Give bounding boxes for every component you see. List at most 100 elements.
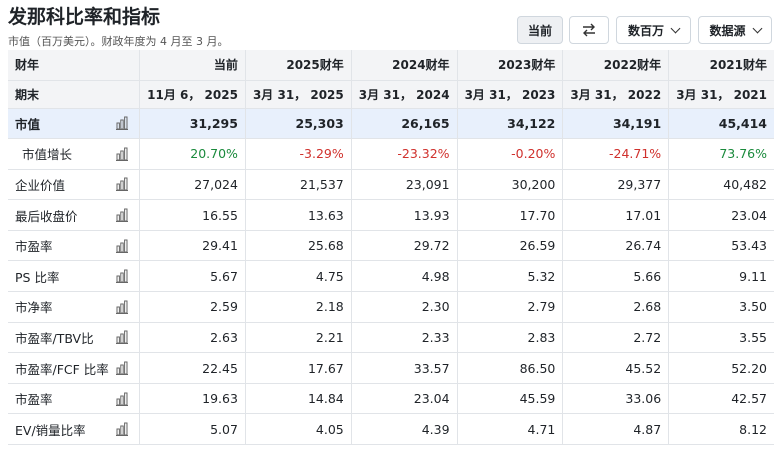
units-dropdown[interactable]: 数百万 <box>616 16 691 44</box>
row-label-cell: 企业价值 <box>8 169 140 201</box>
row-label: 最后收盘价 <box>15 208 78 224</box>
column-header-fy: 2024财年 <box>350 50 458 81</box>
table-cell: 25.68 <box>244 230 352 262</box>
current-button-label: 当前 <box>527 23 552 38</box>
table-cell: 45.52 <box>562 352 669 384</box>
table-row: 市盈率/FCF 比率 22.45 17.67 33.57 86.50 45.52 52.20 <box>8 352 774 384</box>
bar-chart-icon[interactable] <box>115 116 129 131</box>
row-label-cell: 市盈率 <box>8 383 140 415</box>
table-cell: -23.32% <box>350 138 458 170</box>
bar-chart-icon[interactable] <box>115 177 129 192</box>
row-label-cell: 市值 <box>8 108 140 140</box>
column-header-date: 3月 31， 2022 <box>562 80 669 109</box>
bar-chart-icon[interactable] <box>115 147 129 161</box>
current-button[interactable]: 当前 <box>517 16 563 44</box>
table-cell: 2.21 <box>244 322 352 354</box>
table-cell: 3.50 <box>668 291 774 323</box>
column-header-date: 3月 31， 2023 <box>456 80 563 109</box>
table-cell: 33.06 <box>562 383 669 415</box>
chevron-down-icon <box>670 23 681 33</box>
table-cell: 40,482 <box>668 169 774 201</box>
table-cell: 26,165 <box>350 108 458 140</box>
bar-chart-icon[interactable] <box>115 300 129 314</box>
table-cell: 5.32 <box>456 260 563 293</box>
table-cell: 27,024 <box>139 169 246 201</box>
table-cell: 14.84 <box>244 383 352 415</box>
table-cell: 13.63 <box>244 199 352 231</box>
table-row: EV/销量比率 5.07 4.05 4.39 4.71 4.87 8.12 <box>8 413 774 446</box>
table-cell: 4.39 <box>350 413 458 446</box>
table-cell: 31,295 <box>139 108 246 140</box>
bar-chart-icon[interactable] <box>115 422 129 437</box>
swap-button[interactable] <box>569 16 609 44</box>
row-label: 市盈率 <box>15 239 53 255</box>
row-label-cell: 最后收盘价 <box>8 199 140 231</box>
bar-chart-icon[interactable] <box>115 208 129 223</box>
page-title: 发那科比率和指标 <box>8 6 161 28</box>
table-cell: 21,537 <box>244 169 352 201</box>
source-dropdown[interactable]: 数据源 <box>698 16 772 44</box>
table-cell: 45,414 <box>668 108 774 140</box>
bar-chart-icon[interactable] <box>115 239 129 253</box>
bar-chart-icon[interactable] <box>115 269 129 284</box>
table-cell: 2.59 <box>139 291 246 323</box>
row-label-cell: EV/销量比率 <box>8 413 140 446</box>
bar-chart-icon[interactable] <box>115 361 129 376</box>
table-cell: 26.74 <box>562 230 669 262</box>
column-header-fy: 2025财年 <box>244 50 352 81</box>
row-label-cell: 市值增长 <box>8 138 140 170</box>
table-cell: 26.59 <box>456 230 563 262</box>
table-cell: 4.98 <box>350 260 458 293</box>
table-cell: 17.70 <box>456 199 563 231</box>
table-cell: 42.57 <box>668 383 774 415</box>
table-cell: 34,191 <box>562 108 669 140</box>
row-label: PS 比率 <box>15 269 60 285</box>
row-label-cell: 市净率 <box>8 291 140 323</box>
row-label-cell: 市盈率/TBV比 <box>8 322 140 354</box>
table-cell: 53.43 <box>668 230 774 262</box>
table-cell: 2.79 <box>456 291 563 323</box>
column-header-date: 3月 31， 2021 <box>668 80 774 109</box>
table-cell: 20.70% <box>139 138 246 170</box>
column-header-date: 3月 31， 2025 <box>244 80 352 109</box>
table-row: 市值 31,295 25,303 26,165 34,122 34,191 45,414 <box>8 108 774 140</box>
header-row-fiscal-year: 财年 当前 2025财年 2024财年 2023财年 2022财年 2021财年 <box>8 50 774 81</box>
row-label: 市净率 <box>15 300 53 316</box>
column-header-date: 3月 31， 2024 <box>350 80 458 109</box>
table-cell: 4.71 <box>456 413 563 446</box>
table-row: 市盈率 29.41 25.68 29.72 26.59 26.74 53.43 <box>8 230 774 262</box>
units-dropdown-label: 数百万 <box>627 23 664 38</box>
header-label-period-end: 期末 <box>8 80 140 109</box>
column-header-fy: 当前 <box>139 50 246 81</box>
table-cell: 29,377 <box>562 169 669 201</box>
table-cell: 34,122 <box>456 108 563 140</box>
table-cell: 5.67 <box>139 260 246 293</box>
row-label[interactable]: 市值 <box>15 116 41 132</box>
table-cell: 19.63 <box>139 383 246 415</box>
table-cell: 2.33 <box>350 322 458 354</box>
table-cell: 4.87 <box>562 413 669 446</box>
table-cell: 2.72 <box>562 322 669 354</box>
table-cell: 2.68 <box>562 291 669 323</box>
table-cell: 8.12 <box>668 413 774 446</box>
table-row: 最后收盘价 16.55 13.63 13.93 17.70 17.01 23.04 <box>8 199 774 231</box>
row-label: 市盈率/TBV比 <box>15 330 94 346</box>
table-row: 市值增长 20.70% -3.29% -23.32% -0.20% -24.71% 73.7… <box>8 138 774 170</box>
column-header-date: 11月 6， 2025 <box>139 80 246 109</box>
bar-chart-icon[interactable] <box>115 392 129 406</box>
row-label: 市值增长 <box>22 147 73 163</box>
table-row: 市盈率 19.63 14.84 23.04 45.59 33.06 42.57 <box>8 383 774 415</box>
table-cell: 45.59 <box>456 383 563 415</box>
table-row: 市净率 2.59 2.18 2.30 2.79 2.68 3.50 <box>8 291 774 323</box>
table-cell: 9.11 <box>668 260 774 293</box>
table-cell: 33.57 <box>350 352 458 384</box>
table-cell: 13.93 <box>350 199 458 231</box>
table-row: 市盈率/TBV比 2.63 2.21 2.33 2.83 2.72 3.55 <box>8 322 774 354</box>
table-cell: 73.76% <box>668 138 774 170</box>
table-cell: 29.72 <box>350 230 458 262</box>
table-cell: 2.63 <box>139 322 246 354</box>
bar-chart-icon[interactable] <box>115 330 129 345</box>
table-cell: 23.04 <box>350 383 458 415</box>
row-label-cell: 市盈率/FCF 比率 <box>8 352 140 384</box>
table-cell: 17.67 <box>244 352 352 384</box>
